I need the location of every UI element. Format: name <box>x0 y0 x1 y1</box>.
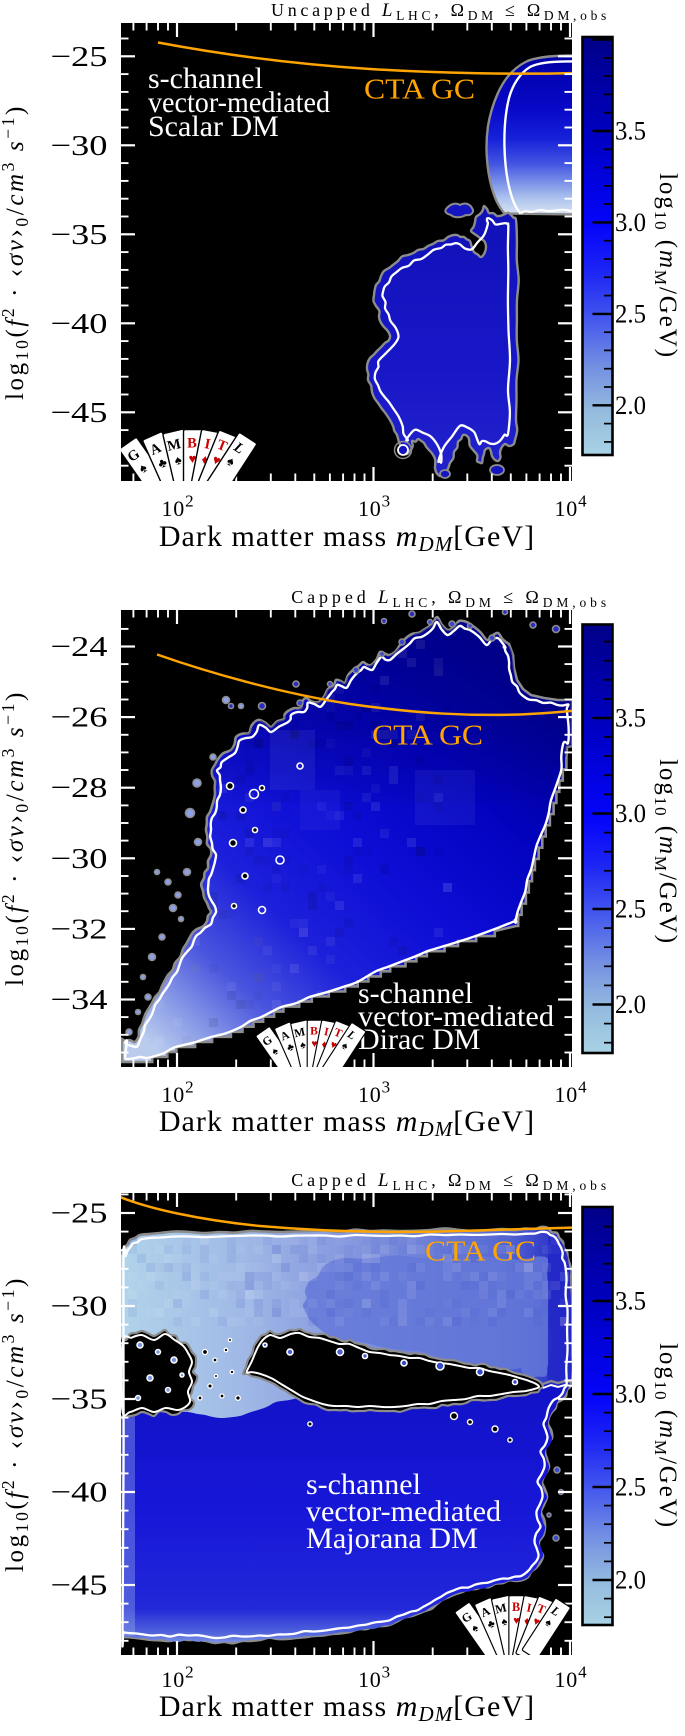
svg-text:−35: −35 <box>51 219 108 251</box>
svg-text:−25: −25 <box>51 1198 108 1230</box>
svg-text:♠: ♠ <box>500 1615 509 1628</box>
svg-text:♠: ♠ <box>469 1622 481 1635</box>
svg-text:log10(f2 · ‹σv›0/cm3 s−1): log10(f2 · ‹σv›0/cm3 s−1) <box>0 1276 32 1572</box>
svg-text:♦: ♦ <box>523 1615 531 1628</box>
svg-text:102: 102 <box>162 1663 195 1693</box>
svg-text:CTA GC: CTA GC <box>425 1236 536 1268</box>
svg-text:−30: −30 <box>51 1291 108 1323</box>
svg-text:−25: −25 <box>51 41 108 73</box>
svg-text:−40: −40 <box>51 308 108 340</box>
svg-text:3.0: 3.0 <box>615 1380 646 1409</box>
svg-text:log10 (mM/GeV): log10 (mM/GeV) <box>651 1343 681 1529</box>
svg-text:−24: −24 <box>51 631 109 663</box>
svg-text:−45: −45 <box>51 397 108 429</box>
svg-text:log10 (mM/GeV): log10 (mM/GeV) <box>651 759 681 945</box>
svg-text:−40: −40 <box>51 1477 108 1509</box>
svg-text:log10 (mM/GeV): log10 (mM/GeV) <box>651 173 681 359</box>
svg-text:Dark matter mass mDM[GeV]: Dark matter mass mDM[GeV] <box>159 1105 535 1141</box>
svg-text:104: 104 <box>555 492 588 522</box>
svg-text:M: M <box>293 1025 307 1040</box>
svg-text:Scalar DM: Scalar DM <box>148 110 279 143</box>
svg-text:♠: ♠ <box>543 1616 555 1629</box>
svg-text:B: B <box>187 436 197 452</box>
svg-text:♦: ♦ <box>200 451 210 467</box>
svg-text:♥: ♥ <box>531 1615 542 1629</box>
svg-text:M: M <box>166 436 183 455</box>
svg-text:I: I <box>203 436 212 453</box>
svg-text:I: I <box>525 1600 533 1615</box>
svg-text:♣: ♣ <box>285 1041 296 1054</box>
svg-text:3.0: 3.0 <box>615 208 646 237</box>
svg-text:−34: −34 <box>51 984 109 1016</box>
svg-text:3.5: 3.5 <box>615 704 646 733</box>
svg-text:M: M <box>494 1600 509 1616</box>
svg-text:I: I <box>323 1025 330 1039</box>
svg-text:Dirac DM: Dirac DM <box>358 1023 480 1056</box>
svg-text:vector-mediated: vector-mediated <box>148 86 330 119</box>
svg-text:−35: −35 <box>51 1384 108 1416</box>
svg-text:−45: −45 <box>51 1570 108 1602</box>
svg-text:−32: −32 <box>51 913 108 945</box>
svg-text:♠: ♠ <box>270 1045 281 1057</box>
svg-text:vector-mediated: vector-mediated <box>306 1495 501 1528</box>
svg-text:s-channel: s-channel <box>306 1468 421 1501</box>
svg-text:Uncapped LLHC, ΩDM ≤ ΩDM,obs: Uncapped LLHC, ΩDM ≤ ΩDM,obs <box>271 0 610 23</box>
svg-text:♥: ♥ <box>513 1615 519 1627</box>
svg-text:3.5: 3.5 <box>615 117 646 146</box>
svg-text:♣: ♣ <box>486 1618 497 1632</box>
svg-text:♠: ♠ <box>173 452 183 468</box>
svg-text:103: 103 <box>358 1078 391 1108</box>
svg-text:♠: ♠ <box>299 1040 307 1052</box>
svg-text:2.5: 2.5 <box>615 1473 646 1502</box>
svg-text:CTA GC: CTA GC <box>372 720 483 752</box>
svg-text:102: 102 <box>162 492 195 522</box>
svg-text:log10(f2 · ‹σv›0/cm3 s−1): log10(f2 · ‹σv›0/cm3 s−1) <box>0 104 32 400</box>
svg-text:Majorana DM: Majorana DM <box>306 1522 478 1555</box>
svg-text:B: B <box>310 1025 318 1038</box>
svg-text:103: 103 <box>358 1663 391 1693</box>
svg-text:2.0: 2.0 <box>615 1566 646 1595</box>
svg-text:103: 103 <box>358 492 391 522</box>
svg-text:104: 104 <box>555 1663 588 1693</box>
svg-text:♥: ♥ <box>311 1039 317 1050</box>
svg-text:−26: −26 <box>51 702 108 734</box>
svg-text:♥: ♥ <box>189 451 197 466</box>
svg-text:3.0: 3.0 <box>615 799 646 828</box>
svg-text:2.5: 2.5 <box>615 895 646 924</box>
svg-text:Dark matter mass mDM[GeV]: Dark matter mass mDM[GeV] <box>159 1690 535 1726</box>
svg-text:102: 102 <box>162 1078 195 1108</box>
svg-text:♦: ♦ <box>321 1039 328 1051</box>
svg-text:−28: −28 <box>51 772 108 804</box>
svg-text:2.5: 2.5 <box>615 299 646 328</box>
svg-text:Capped LLHC, ΩDM ≤ ΩDM,obs: Capped LLHC, ΩDM ≤ ΩDM,obs <box>291 1170 610 1193</box>
svg-text:♥: ♥ <box>328 1039 338 1052</box>
svg-text:Dark matter mass mDM[GeV]: Dark matter mass mDM[GeV] <box>159 520 535 556</box>
svg-text:CTA GC: CTA GC <box>364 74 475 106</box>
svg-text:B: B <box>512 1600 520 1614</box>
svg-text:Capped LLHC, ΩDM ≤ ΩDM,obs: Capped LLHC, ΩDM ≤ ΩDM,obs <box>291 587 610 610</box>
svg-text:♠: ♠ <box>339 1040 350 1052</box>
svg-text:2.0: 2.0 <box>615 391 646 420</box>
svg-text:−30: −30 <box>51 843 108 875</box>
svg-text:s-channel: s-channel <box>358 977 473 1010</box>
svg-text:104: 104 <box>555 1078 588 1108</box>
svg-text:vector-mediated: vector-mediated <box>358 1000 554 1033</box>
svg-text:s-channel: s-channel <box>148 62 263 95</box>
svg-text:log10(f2 · ‹σv›0/cm3 s−1): log10(f2 · ‹σv›0/cm3 s−1) <box>0 690 32 986</box>
svg-text:−30: −30 <box>51 130 108 162</box>
svg-text:2.0: 2.0 <box>615 990 646 1019</box>
svg-text:3.5: 3.5 <box>615 1287 646 1316</box>
